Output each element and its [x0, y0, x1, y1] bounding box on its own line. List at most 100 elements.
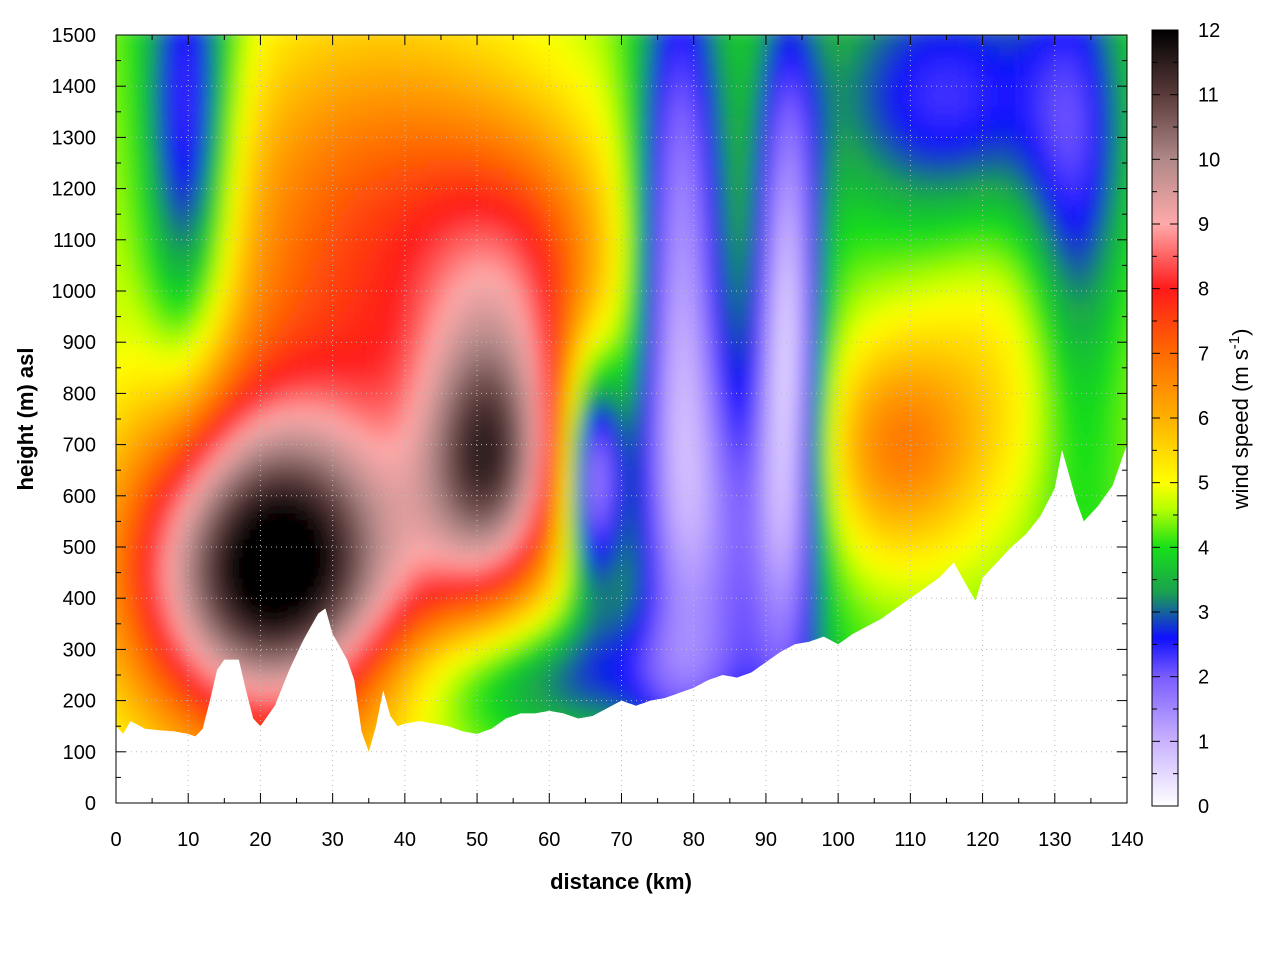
wind-cell	[563, 598, 572, 610]
wind-cell	[253, 147, 262, 159]
wind-cell	[224, 721, 233, 733]
wind-cell	[462, 35, 471, 47]
wind-cell	[260, 649, 269, 661]
wind-cell	[282, 321, 291, 333]
wind-cell	[231, 127, 240, 139]
wind-cell	[542, 250, 551, 262]
wind-cell	[152, 731, 161, 743]
wind-cell	[441, 783, 449, 794]
wind-cell	[412, 752, 420, 763]
wind-cell	[440, 680, 449, 692]
wind-cell	[462, 280, 471, 292]
wind-cell	[303, 659, 312, 671]
wind-cell	[498, 198, 507, 210]
wind-cell	[303, 506, 312, 518]
wind-cell	[448, 342, 457, 354]
wind-cell	[167, 803, 175, 814]
wind-cell	[209, 516, 218, 528]
wind-cell	[498, 567, 507, 579]
wind-cell	[130, 680, 139, 692]
wind-cell	[491, 301, 500, 313]
wind-cell	[520, 86, 529, 98]
wind-cell	[202, 547, 211, 559]
wind-cell	[253, 547, 262, 559]
wind-cell	[455, 434, 464, 446]
wind-cell	[332, 710, 341, 722]
wind-cell	[123, 250, 132, 262]
wind-cell	[267, 659, 276, 671]
wind-cell	[217, 250, 226, 262]
wind-cell	[513, 75, 522, 87]
wind-cell	[245, 444, 255, 456]
wind-cell	[116, 783, 124, 794]
wind-cell	[116, 403, 125, 415]
wind-cell	[274, 577, 283, 589]
wind-cell	[383, 116, 392, 128]
wind-cell	[535, 783, 543, 794]
wind-cell	[404, 229, 413, 241]
wind-cell	[498, 495, 507, 507]
wind-cell	[527, 250, 536, 262]
wind-cell	[274, 86, 283, 98]
wind-cell	[556, 516, 565, 528]
wind-cell	[513, 793, 521, 804]
wind-cell	[469, 127, 478, 139]
wind-cell	[195, 35, 204, 36]
wind-cell	[116, 424, 125, 436]
wind-cell	[116, 690, 125, 702]
wind-cell	[498, 608, 507, 620]
wind-cell	[375, 55, 384, 67]
wind-cell	[469, 362, 478, 374]
wind-cell	[513, 198, 522, 210]
wind-cell	[383, 260, 392, 272]
wind-cell	[440, 495, 449, 507]
wind-cell	[347, 659, 356, 671]
wind-cell	[491, 311, 500, 323]
wind-cell	[260, 198, 269, 210]
wind-cell	[152, 168, 161, 180]
wind-cell	[116, 45, 125, 57]
wind-cell	[303, 639, 312, 651]
wind-cell	[245, 352, 255, 364]
wind-cell	[397, 96, 406, 108]
wind-cell	[462, 649, 471, 661]
wind-cell	[137, 86, 146, 98]
wind-cell	[506, 762, 514, 773]
wind-cell	[426, 680, 435, 692]
wind-cell	[173, 116, 182, 128]
wind-cell	[390, 475, 399, 487]
wind-cell	[397, 680, 406, 692]
wind-cell	[549, 147, 558, 159]
wind-cell	[491, 587, 500, 599]
wind-cell	[535, 803, 543, 814]
wind-cell	[116, 444, 125, 456]
wind-cell	[368, 567, 377, 579]
wind-cell	[383, 547, 392, 559]
wind-cell	[303, 393, 312, 405]
wind-cell	[325, 291, 334, 303]
wind-cell	[332, 413, 341, 425]
wind-cell	[303, 424, 312, 436]
wind-cell	[339, 454, 348, 466]
wind-cell	[123, 178, 132, 190]
wind-cell	[224, 710, 233, 722]
wind-cell	[174, 772, 182, 783]
wind-cell	[289, 178, 298, 190]
wind-cell	[520, 35, 529, 47]
wind-cell	[245, 75, 255, 87]
wind-cell	[484, 424, 493, 436]
wind-cell	[310, 526, 319, 538]
wind-cell	[426, 147, 435, 159]
wind-cell	[513, 434, 522, 446]
wind-cell	[217, 270, 226, 282]
wind-cell	[102, 301, 110, 312]
wind-cell	[195, 239, 204, 251]
wind-cell	[267, 567, 276, 579]
wind-cell	[433, 188, 442, 200]
wind-cell	[188, 465, 197, 477]
wind-cell	[484, 291, 493, 303]
wind-cell	[137, 516, 146, 528]
wind-cell	[361, 721, 370, 733]
wind-cell	[412, 495, 421, 507]
wind-cell	[563, 260, 572, 272]
